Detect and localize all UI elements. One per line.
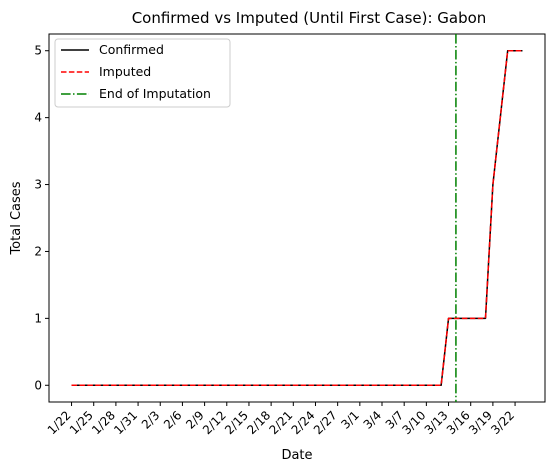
series-line-imputed [71,49,523,387]
chart-title: Confirmed vs Imputed (Until First Case):… [132,9,487,27]
x-tick-label: 2/27 [311,408,340,437]
legend: Confirmed Imputed End of Imputation [54,38,231,108]
y-tick-label: 4 [34,111,42,125]
x-tick-label: 1/28 [89,408,118,437]
x-tick-label: 2/12 [200,408,229,437]
y-tick-label: 0 [34,378,42,392]
x-tick-label: 3/4 [361,408,385,432]
legend-entry-confirmed: Confirmed [99,42,164,57]
y-tick-label: 3 [34,178,42,192]
x-tick-label: 2/21 [266,408,295,437]
plot-frame [48,33,546,403]
x-tick-label: 2/6 [161,408,185,432]
x-tick-label: 3/16 [444,408,473,437]
series-layer [71,34,523,402]
y-tick-label: 1 [34,311,42,325]
x-tick-label: 1/25 [67,408,96,437]
legend-entry-end-of-imputation: End of Imputation [99,86,211,101]
x-tick-label: 2/3 [139,408,163,432]
x-tick-label: 3/22 [488,408,517,437]
x-tick-label: 2/24 [289,408,318,437]
x-tick-label: 3/19 [466,408,495,437]
x-tick-label: 2/15 [222,408,251,437]
x-tick-label: 1/31 [111,408,140,437]
y-axis-label: Total Cases [9,181,24,255]
x-tick-label: 2/18 [244,408,273,437]
legend-entry-imputed: Imputed [99,64,151,79]
y-axis: 0 1 2 3 4 5 [34,44,49,392]
x-tick-label: 3/13 [422,408,451,437]
x-tick-label: 1/22 [45,408,74,437]
y-tick-label: 5 [34,44,42,58]
y-tick-label: 2 [34,244,42,258]
x-axis-label: Date [281,448,312,463]
legend-box [54,38,231,108]
x-axis: 1/221/251/281/312/32/62/92/122/152/182/2… [45,402,517,437]
x-tick-label: 3/10 [400,408,429,437]
x-tick-label: 3/1 [338,408,362,432]
